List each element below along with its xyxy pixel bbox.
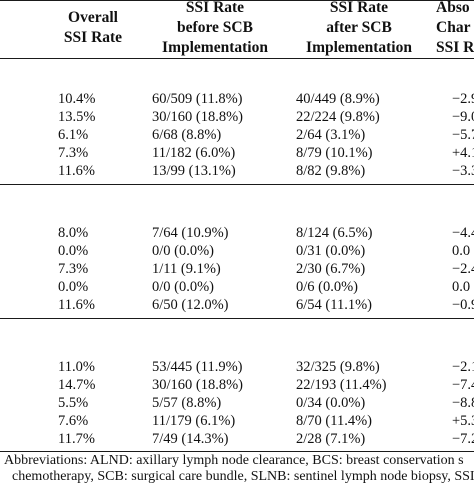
cell-after: 2/28 (7.1%) — [296, 431, 366, 447]
cell-after: 8/79 (10.1%) — [296, 145, 373, 161]
cell-after: 8/124 (6.5%) — [296, 225, 373, 241]
cell-overall: 11.7% — [58, 431, 95, 447]
section-rule — [0, 184, 474, 185]
cell-after: 0/6 (0.0%) — [296, 279, 359, 295]
cell-overall: 5.5% — [58, 395, 89, 411]
cell-overall: 11.0% — [58, 359, 95, 375]
cell-change: −2.4 — [452, 261, 474, 277]
cell-change: −2.9 — [452, 91, 474, 107]
header-ssi-before-scb: SSI Rate before SCB Implementation — [162, 0, 268, 56]
cell-after: 6/54 (11.1%) — [296, 297, 372, 313]
footnote-line-2: chemotherapy, SCB: surgical care bundle,… — [12, 469, 474, 484]
cell-overall: 0.0% — [58, 279, 89, 295]
cell-before: 6/68 (8.8%) — [152, 127, 222, 143]
cell-overall: 0.0% — [58, 243, 89, 259]
cell-overall: 8.0% — [58, 225, 89, 241]
cell-change: −3.3 — [452, 163, 474, 179]
cell-after: 22/193 (11.4%) — [296, 377, 387, 393]
cell-before: 30/160 (18.8%) — [152, 109, 244, 125]
header-overall-ssi-rate: Overall SSI Rate — [63, 9, 123, 46]
cell-change: −7.4 — [452, 377, 474, 393]
cell-before: 1/11 (9.1%) — [152, 261, 221, 277]
cell-overall: 7.3% — [58, 145, 89, 161]
cell-after: 2/30 (6.7%) — [296, 261, 366, 277]
cell-change: −5.7 — [452, 127, 474, 143]
cell-before: 30/160 (18.8%) — [152, 377, 244, 393]
cell-overall: 14.7% — [58, 377, 96, 393]
header-rule — [0, 58, 474, 59]
header-absolute-change: Abso Char SSI R — [436, 0, 474, 56]
cell-overall: 11.6% — [58, 163, 95, 179]
cell-before: 7/64 (10.9%) — [152, 225, 229, 241]
cell-before: 0/0 (0.0%) — [152, 243, 215, 259]
cell-change: +4.1 — [452, 145, 474, 161]
cell-before: 0/0 (0.0%) — [152, 279, 215, 295]
cell-change: −7.2 — [452, 431, 474, 447]
cell-change: 0.0 — [452, 243, 471, 259]
cell-change: 0.0 — [452, 279, 471, 295]
cell-before: 13/99 (13.1%) — [152, 163, 236, 179]
cell-change: −2.1 — [452, 359, 474, 375]
cell-before: 60/509 (11.8%) — [152, 91, 243, 107]
cell-after: 32/325 (9.8%) — [296, 359, 380, 375]
cell-before: 53/445 (11.9%) — [152, 359, 243, 375]
cell-after: 0/31 (0.0%) — [296, 243, 366, 259]
cell-change: −9.0 — [452, 109, 474, 125]
cell-after: 0/34 (0.0%) — [296, 395, 366, 411]
cell-overall: 7.3% — [58, 261, 89, 277]
table-top-rule — [0, 0, 474, 1]
cell-overall: 11.6% — [58, 297, 95, 313]
cell-overall: 7.6% — [58, 413, 89, 429]
cell-after: 2/64 (3.1%) — [296, 127, 366, 143]
cell-change: −0.9 — [452, 297, 474, 313]
cell-change: +5.3 — [452, 413, 474, 429]
cell-overall: 10.4% — [58, 91, 96, 107]
cell-after: 22/224 (9.8%) — [296, 109, 380, 125]
cell-change: −8.8 — [452, 395, 474, 411]
cell-after: 40/449 (8.9%) — [296, 91, 380, 107]
cell-before: 7/49 (14.3%) — [152, 431, 229, 447]
cell-after: 8/82 (9.8%) — [296, 163, 366, 179]
cell-after: 8/70 (11.4%) — [296, 413, 372, 429]
table-bottom-rule — [0, 451, 474, 452]
cell-before: 11/179 (6.1%) — [152, 413, 236, 429]
section-rule — [0, 318, 474, 319]
header-ssi-after-scb: SSI Rate after SCB Implementation — [306, 0, 412, 56]
cell-before: 6/50 (12.0%) — [152, 297, 229, 313]
cell-before: 11/182 (6.0%) — [152, 145, 236, 161]
cell-overall: 6.1% — [58, 127, 89, 143]
cell-overall: 13.5% — [58, 109, 96, 125]
cell-change: −4.4 — [452, 225, 474, 241]
cell-before: 5/57 (8.8%) — [152, 395, 222, 411]
footnote-line-1: Abbreviations: ALND: axillary lymph node… — [4, 453, 464, 468]
